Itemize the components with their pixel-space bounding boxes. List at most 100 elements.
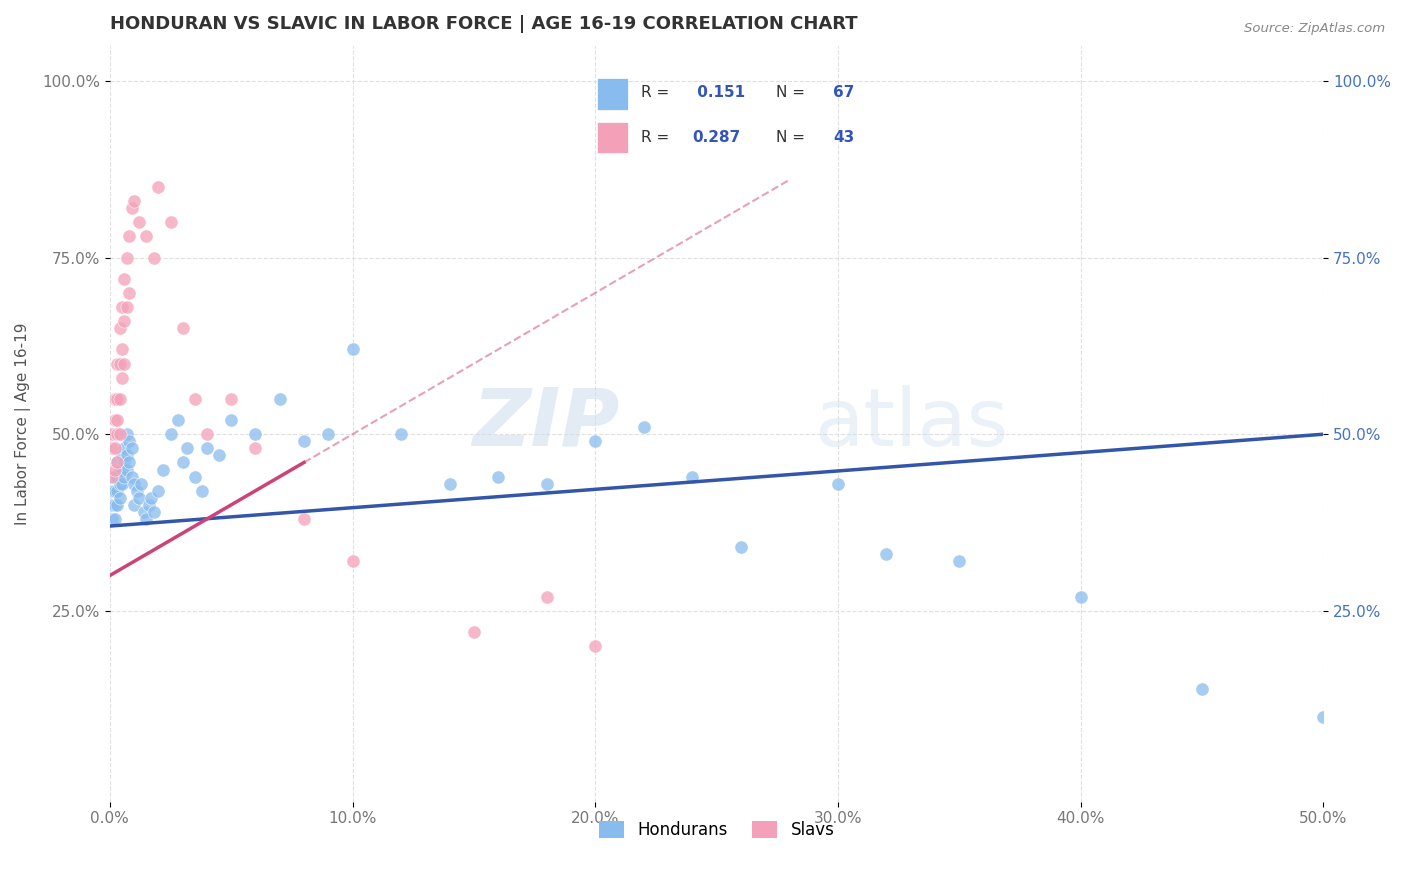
Text: 43: 43 — [834, 130, 855, 145]
Point — [101, 427, 124, 442]
Point — [139, 491, 162, 505]
Point — [135, 512, 157, 526]
Point — [108, 462, 131, 476]
Point — [108, 321, 131, 335]
Point — [105, 392, 128, 406]
Point — [105, 469, 128, 483]
Point — [104, 483, 127, 498]
Point — [269, 392, 291, 406]
Point — [389, 427, 412, 442]
Point — [439, 476, 461, 491]
Point — [111, 370, 134, 384]
Text: 0.287: 0.287 — [692, 130, 740, 145]
Point — [138, 498, 160, 512]
Point — [122, 498, 145, 512]
Point — [1312, 710, 1334, 724]
Point — [108, 392, 131, 406]
Point — [583, 434, 606, 449]
Point — [108, 476, 131, 491]
Point — [101, 512, 124, 526]
Point — [104, 462, 127, 476]
Point — [122, 476, 145, 491]
Point — [148, 180, 170, 194]
Point — [176, 442, 198, 456]
Point — [195, 442, 218, 456]
Point — [112, 455, 135, 469]
Text: 0.151: 0.151 — [692, 86, 745, 100]
Point — [316, 427, 339, 442]
Point — [128, 215, 150, 229]
Point — [208, 449, 231, 463]
Point — [101, 442, 124, 456]
Point — [633, 420, 655, 434]
Y-axis label: In Labor Force | Age 16-19: In Labor Force | Age 16-19 — [15, 322, 31, 524]
Point — [219, 413, 242, 427]
Point — [111, 462, 134, 476]
Point — [108, 427, 131, 442]
Point — [104, 498, 127, 512]
Text: Source: ZipAtlas.com: Source: ZipAtlas.com — [1244, 22, 1385, 36]
Text: R =: R = — [641, 86, 675, 100]
Point — [195, 427, 218, 442]
Point — [219, 392, 242, 406]
Point — [115, 427, 138, 442]
Point — [101, 469, 124, 483]
Point — [104, 469, 127, 483]
Point — [948, 554, 970, 568]
Legend: Hondurans, Slavs: Hondurans, Slavs — [592, 814, 841, 847]
Point — [112, 442, 135, 456]
Point — [135, 229, 157, 244]
Text: HONDURAN VS SLAVIC IN LABOR FORCE | AGE 16-19 CORRELATION CHART: HONDURAN VS SLAVIC IN LABOR FORCE | AGE … — [110, 15, 858, 33]
FancyBboxPatch shape — [598, 78, 627, 110]
Point — [115, 251, 138, 265]
FancyBboxPatch shape — [598, 122, 627, 153]
Point — [108, 357, 131, 371]
Point — [166, 413, 188, 427]
Point — [730, 541, 752, 555]
Point — [101, 483, 124, 498]
Point — [118, 229, 141, 244]
Point — [342, 343, 364, 357]
Point — [105, 413, 128, 427]
Point — [111, 300, 134, 314]
Point — [112, 469, 135, 483]
Point — [827, 476, 849, 491]
Point — [245, 427, 267, 442]
Point — [463, 625, 485, 640]
Point — [152, 462, 174, 476]
Point — [172, 455, 194, 469]
Point — [108, 491, 131, 505]
Point — [125, 483, 148, 498]
Point — [104, 512, 127, 526]
Text: atlas: atlas — [814, 384, 1008, 463]
Point — [118, 434, 141, 449]
Point — [122, 194, 145, 208]
Point — [112, 357, 135, 371]
Point — [128, 491, 150, 505]
Point — [681, 469, 703, 483]
Point — [292, 512, 315, 526]
Point — [118, 455, 141, 469]
Point — [111, 476, 134, 491]
Point — [1070, 590, 1092, 604]
Point — [104, 392, 127, 406]
Point — [342, 554, 364, 568]
Point — [115, 449, 138, 463]
Point — [132, 505, 155, 519]
Text: R =: R = — [641, 130, 675, 145]
Point — [105, 455, 128, 469]
Point — [101, 498, 124, 512]
Point — [105, 483, 128, 498]
Point — [148, 483, 170, 498]
Text: N =: N = — [776, 130, 810, 145]
Text: 67: 67 — [834, 86, 855, 100]
Point — [105, 498, 128, 512]
Point — [112, 314, 135, 328]
Text: N =: N = — [776, 86, 810, 100]
Point — [105, 357, 128, 371]
Point — [1191, 681, 1213, 696]
Point — [121, 469, 143, 483]
Point — [115, 462, 138, 476]
Point — [115, 300, 138, 314]
Point — [875, 547, 897, 561]
